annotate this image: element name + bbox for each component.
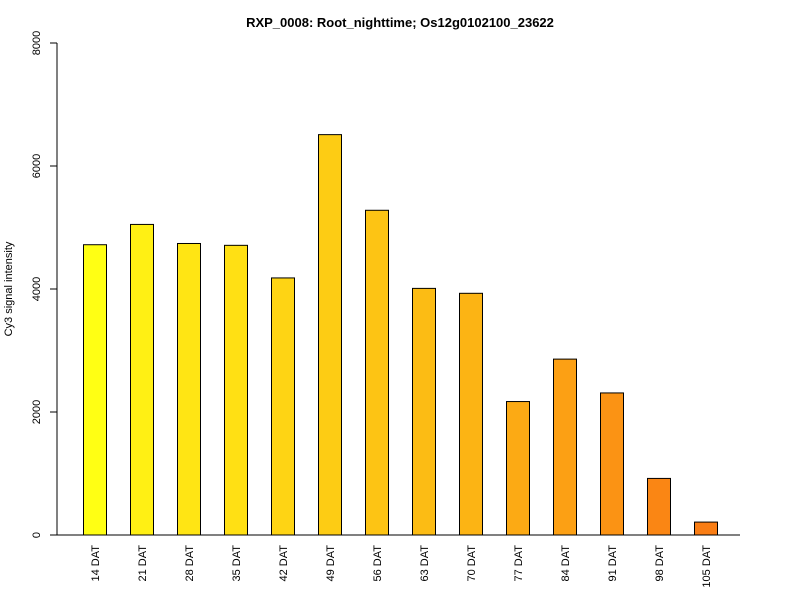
bar-42-dat (271, 277, 295, 536)
bar-35-dat (224, 244, 248, 536)
bar-21-dat (130, 223, 154, 536)
bar-84-dat (553, 358, 577, 536)
bar-91-dat (600, 392, 624, 536)
y-axis-ticks: 0 2000 4000 6000 8000 (31, 31, 57, 538)
y-tick-label: 6000 (31, 154, 43, 178)
x-tick-label: 28 DAT (184, 545, 196, 582)
y-axis-label: Cy3 signal intensity (3, 241, 15, 336)
bar-105-dat (694, 521, 718, 536)
y-tick-label: 0 (31, 532, 43, 538)
chart-title: RXP_0008: Root_nighttime; Os12g0102100_2… (246, 15, 554, 30)
x-tick-label: 49 DAT (325, 545, 337, 582)
bar-28-dat (177, 242, 201, 536)
x-tick-label: 14 DAT (90, 545, 102, 582)
bar-56-dat (365, 209, 389, 536)
y-tick-label: 8000 (31, 31, 43, 55)
x-tick-label: 91 DAT (607, 545, 619, 582)
y-tick-label: 2000 (31, 400, 43, 424)
x-tick-label: 56 DAT (372, 545, 384, 582)
bar-63-dat (412, 287, 436, 536)
x-tick-label: 105 DAT (701, 545, 713, 588)
x-tick-label: 84 DAT (560, 545, 572, 582)
x-tick-label: 21 DAT (137, 545, 149, 582)
x-tick-label: 70 DAT (466, 545, 478, 582)
bar-70-dat (459, 292, 483, 536)
bar-77-dat (506, 401, 530, 536)
bar-98-dat (647, 477, 671, 536)
x-tick-label: 98 DAT (654, 545, 666, 582)
bar-49-dat (318, 134, 342, 536)
x-axis-labels: 14 DAT 21 DAT 28 DAT 35 DAT 42 DAT 49 DAT 56 D… (90, 545, 713, 588)
x-tick-label: 77 DAT (513, 545, 525, 582)
bar-14-dat (83, 244, 107, 536)
bars-group (83, 134, 718, 536)
x-tick-label: 63 DAT (419, 545, 431, 582)
x-tick-label: 42 DAT (278, 545, 290, 582)
x-tick-label: 35 DAT (231, 545, 243, 582)
y-tick-label: 4000 (31, 277, 43, 301)
